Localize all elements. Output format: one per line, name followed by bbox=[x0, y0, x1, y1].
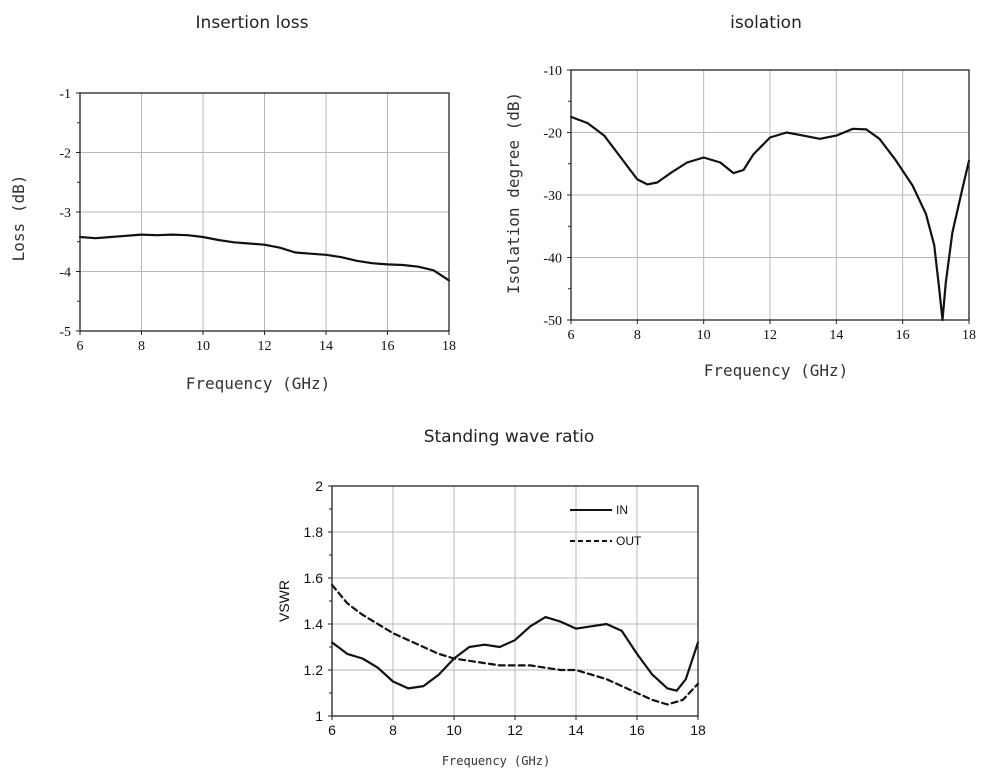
insertion-loss-x-tick-label: 18 bbox=[442, 339, 456, 354]
legend-label-in: IN bbox=[616, 503, 628, 517]
vswr-x-axis-label: Frequency (GHz) bbox=[442, 754, 550, 768]
isolation-grid bbox=[570, 69, 970, 321]
isolation-y-tick-label: -10 bbox=[543, 64, 562, 79]
isolation-chart: isolation 6 8 10 12 14 16 18 -10 -20 -30 -40 -50 Fr… bbox=[504, 13, 976, 380]
isolation-y-tick-label: -30 bbox=[543, 189, 562, 204]
insertion-loss-x-tick-label: 16 bbox=[381, 339, 395, 354]
vswr-title: Standing wave ratio bbox=[424, 427, 595, 447]
isolation-plot-frame bbox=[570, 69, 970, 321]
vswr-y-tick-label: 1.2 bbox=[304, 662, 324, 678]
vswr-x-tick-label: 6 bbox=[328, 722, 336, 738]
isolation-ticks: 6 8 10 12 14 16 18 -10 -20 -30 -40 -50 bbox=[543, 64, 976, 343]
isolation-x-tick-label: 18 bbox=[962, 328, 976, 343]
legend-label-out: OUT bbox=[616, 534, 642, 548]
insertion-loss-series bbox=[78, 233, 451, 282]
vswr-chart: Standing wave ratio 6 8 10 12 14 16 18 1 1.2 1.4 1… bbox=[276, 427, 706, 768]
isolation-x-tick-label: 8 bbox=[634, 328, 641, 343]
vswr-legend: IN OUT bbox=[570, 503, 642, 548]
insertion-loss-y-tick-label: -1 bbox=[59, 87, 71, 102]
isolation-x-tick-label: 16 bbox=[896, 328, 910, 343]
vswr-y-tick-label: 1.8 bbox=[304, 524, 324, 540]
isolation-x-tick-label: 14 bbox=[829, 328, 843, 343]
isolation-title: isolation bbox=[730, 13, 802, 33]
isolation-y-tick-label: -40 bbox=[543, 252, 562, 267]
insertion-loss-y-tick-label: -3 bbox=[59, 206, 71, 221]
vswr-x-tick-label: 18 bbox=[690, 722, 706, 738]
vswr-series bbox=[330, 583, 700, 706]
insertion-loss-chart: Insertion loss 6 8 10 12 14 16 18 -1 -2 -3 -4 -5 Fr… bbox=[9, 13, 456, 393]
vswr-series-line-in bbox=[330, 615, 700, 692]
insertion-loss-x-tick-label: 6 bbox=[77, 339, 84, 354]
isolation-series-line-0 bbox=[569, 115, 971, 322]
vswr-grid bbox=[331, 485, 699, 717]
insertion-loss-plot-frame bbox=[79, 92, 450, 332]
insertion-loss-x-tick-label: 14 bbox=[319, 339, 333, 354]
insertion-loss-x-tick-label: 8 bbox=[138, 339, 145, 354]
insertion-loss-y-tick-label: -4 bbox=[59, 266, 71, 281]
insertion-loss-y-tick-label: -5 bbox=[59, 325, 71, 340]
isolation-y-tick-label: -20 bbox=[543, 127, 562, 142]
insertion-loss-x-tick-label: 10 bbox=[196, 339, 210, 354]
isolation-x-axis-label: Frequency (GHz) bbox=[704, 361, 849, 380]
isolation-x-tick-label: 10 bbox=[697, 328, 711, 343]
vswr-plot-frame bbox=[331, 485, 699, 717]
vswr-x-tick-label: 14 bbox=[568, 722, 584, 738]
vswr-x-tick-label: 16 bbox=[629, 722, 645, 738]
insertion-loss-grid bbox=[79, 92, 450, 332]
insertion-loss-y-axis-label: Loss (dB) bbox=[9, 175, 28, 262]
vswr-y-tick-label: 1.4 bbox=[304, 616, 324, 632]
insertion-loss-series-line-0 bbox=[78, 233, 451, 282]
vswr-x-tick-label: 8 bbox=[389, 722, 397, 738]
insertion-loss-ticks: 6 8 10 12 14 16 18 -1 -2 -3 -4 -5 bbox=[59, 87, 456, 354]
isolation-x-tick-label: 6 bbox=[568, 328, 575, 343]
vswr-y-tick-label: 1 bbox=[315, 708, 323, 724]
insertion-loss-title: Insertion loss bbox=[196, 13, 309, 33]
insertion-loss-x-axis-label: Frequency (GHz) bbox=[186, 374, 331, 393]
vswr-x-tick-label: 10 bbox=[446, 722, 462, 738]
isolation-y-tick-label: -50 bbox=[543, 314, 562, 329]
insertion-loss-y-tick-label: -2 bbox=[59, 147, 71, 162]
vswr-y-tick-label: 1.6 bbox=[304, 570, 324, 586]
insertion-loss-x-tick-label: 12 bbox=[258, 339, 272, 354]
isolation-series bbox=[569, 115, 971, 322]
vswr-series-line-out bbox=[330, 583, 700, 706]
vswr-ticks: 6 8 10 12 14 16 18 1 1.2 1.4 1.6 1.8 2 bbox=[304, 478, 706, 738]
isolation-x-tick-label: 12 bbox=[763, 328, 777, 343]
vswr-y-axis-label: VSWR bbox=[276, 580, 292, 622]
vswr-x-tick-label: 12 bbox=[507, 722, 523, 738]
isolation-y-axis-label: Isolation degree (dB) bbox=[504, 92, 523, 294]
vswr-y-tick-label: 2 bbox=[315, 478, 323, 494]
